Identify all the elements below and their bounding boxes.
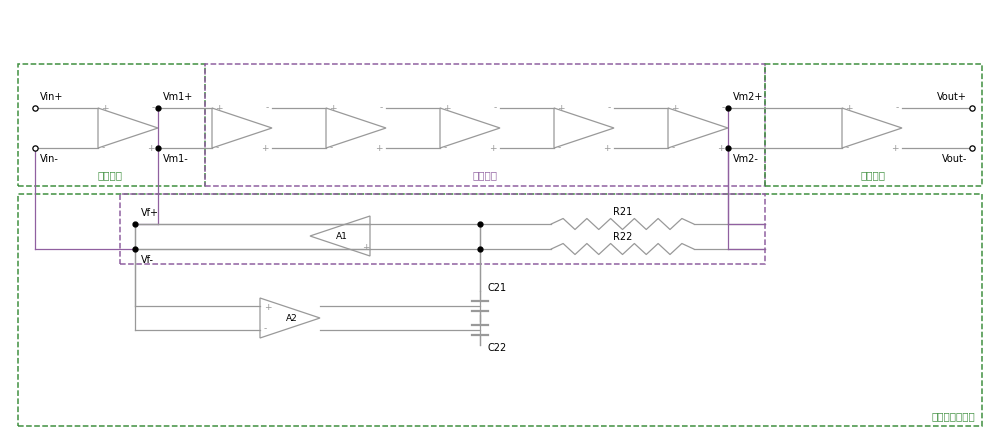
Text: R21: R21 <box>613 207 632 217</box>
Text: +: + <box>444 103 451 112</box>
Text: Vin-: Vin- <box>40 154 59 164</box>
Text: R22: R22 <box>613 232 632 242</box>
Text: +: + <box>490 143 497 153</box>
Text: -: - <box>672 143 675 153</box>
Text: -: - <box>264 324 267 334</box>
Text: +: + <box>892 143 899 153</box>
Bar <box>205 64 765 186</box>
Text: Vm1-: Vm1- <box>163 154 189 164</box>
Text: +: + <box>216 103 223 112</box>
Text: +: + <box>264 303 272 311</box>
Text: Vout+: Vout+ <box>937 92 967 102</box>
Text: +: + <box>148 143 155 153</box>
Bar <box>120 194 765 264</box>
Text: +: + <box>846 103 853 112</box>
Text: -: - <box>380 103 383 112</box>
Text: -: - <box>722 103 725 112</box>
Text: 输入电路: 输入电路 <box>98 170 123 180</box>
Text: -: - <box>330 143 333 153</box>
Text: -: - <box>152 103 155 112</box>
Text: +: + <box>376 143 383 153</box>
Text: +: + <box>672 103 679 112</box>
Text: 输出电路: 输出电路 <box>860 170 886 180</box>
Bar <box>18 194 982 426</box>
Text: -: - <box>896 103 899 112</box>
Text: +: + <box>558 103 565 112</box>
Text: +: + <box>262 143 269 153</box>
Text: -: - <box>846 143 849 153</box>
Text: -: - <box>266 103 269 112</box>
Text: 放大电路: 放大电路 <box>472 170 497 180</box>
Text: +: + <box>604 143 611 153</box>
Bar <box>18 64 205 186</box>
Text: A2: A2 <box>286 313 298 323</box>
Text: +: + <box>362 242 370 252</box>
Text: -: - <box>558 143 561 153</box>
Text: C22: C22 <box>488 343 507 353</box>
Text: +: + <box>330 103 337 112</box>
Text: Vf+: Vf+ <box>141 208 159 218</box>
Text: +: + <box>102 103 109 112</box>
Text: Vf-: Vf- <box>141 255 154 265</box>
Text: Vout-: Vout- <box>942 154 967 164</box>
Text: Vm2+: Vm2+ <box>733 92 763 102</box>
Text: -: - <box>102 143 105 153</box>
Text: Vm1+: Vm1+ <box>163 92 193 102</box>
Text: -: - <box>216 143 219 153</box>
Text: A1: A1 <box>336 232 348 241</box>
Text: -: - <box>494 103 497 112</box>
Bar <box>765 64 982 186</box>
Text: -: - <box>364 221 368 229</box>
Text: Vm2-: Vm2- <box>733 154 759 164</box>
Text: -: - <box>608 103 611 112</box>
Text: C21: C21 <box>488 283 507 293</box>
Text: -: - <box>444 143 447 153</box>
Text: Vin+: Vin+ <box>40 92 63 102</box>
Text: +: + <box>718 143 725 153</box>
Text: 直流负反馈电路: 直流负反馈电路 <box>931 411 975 421</box>
